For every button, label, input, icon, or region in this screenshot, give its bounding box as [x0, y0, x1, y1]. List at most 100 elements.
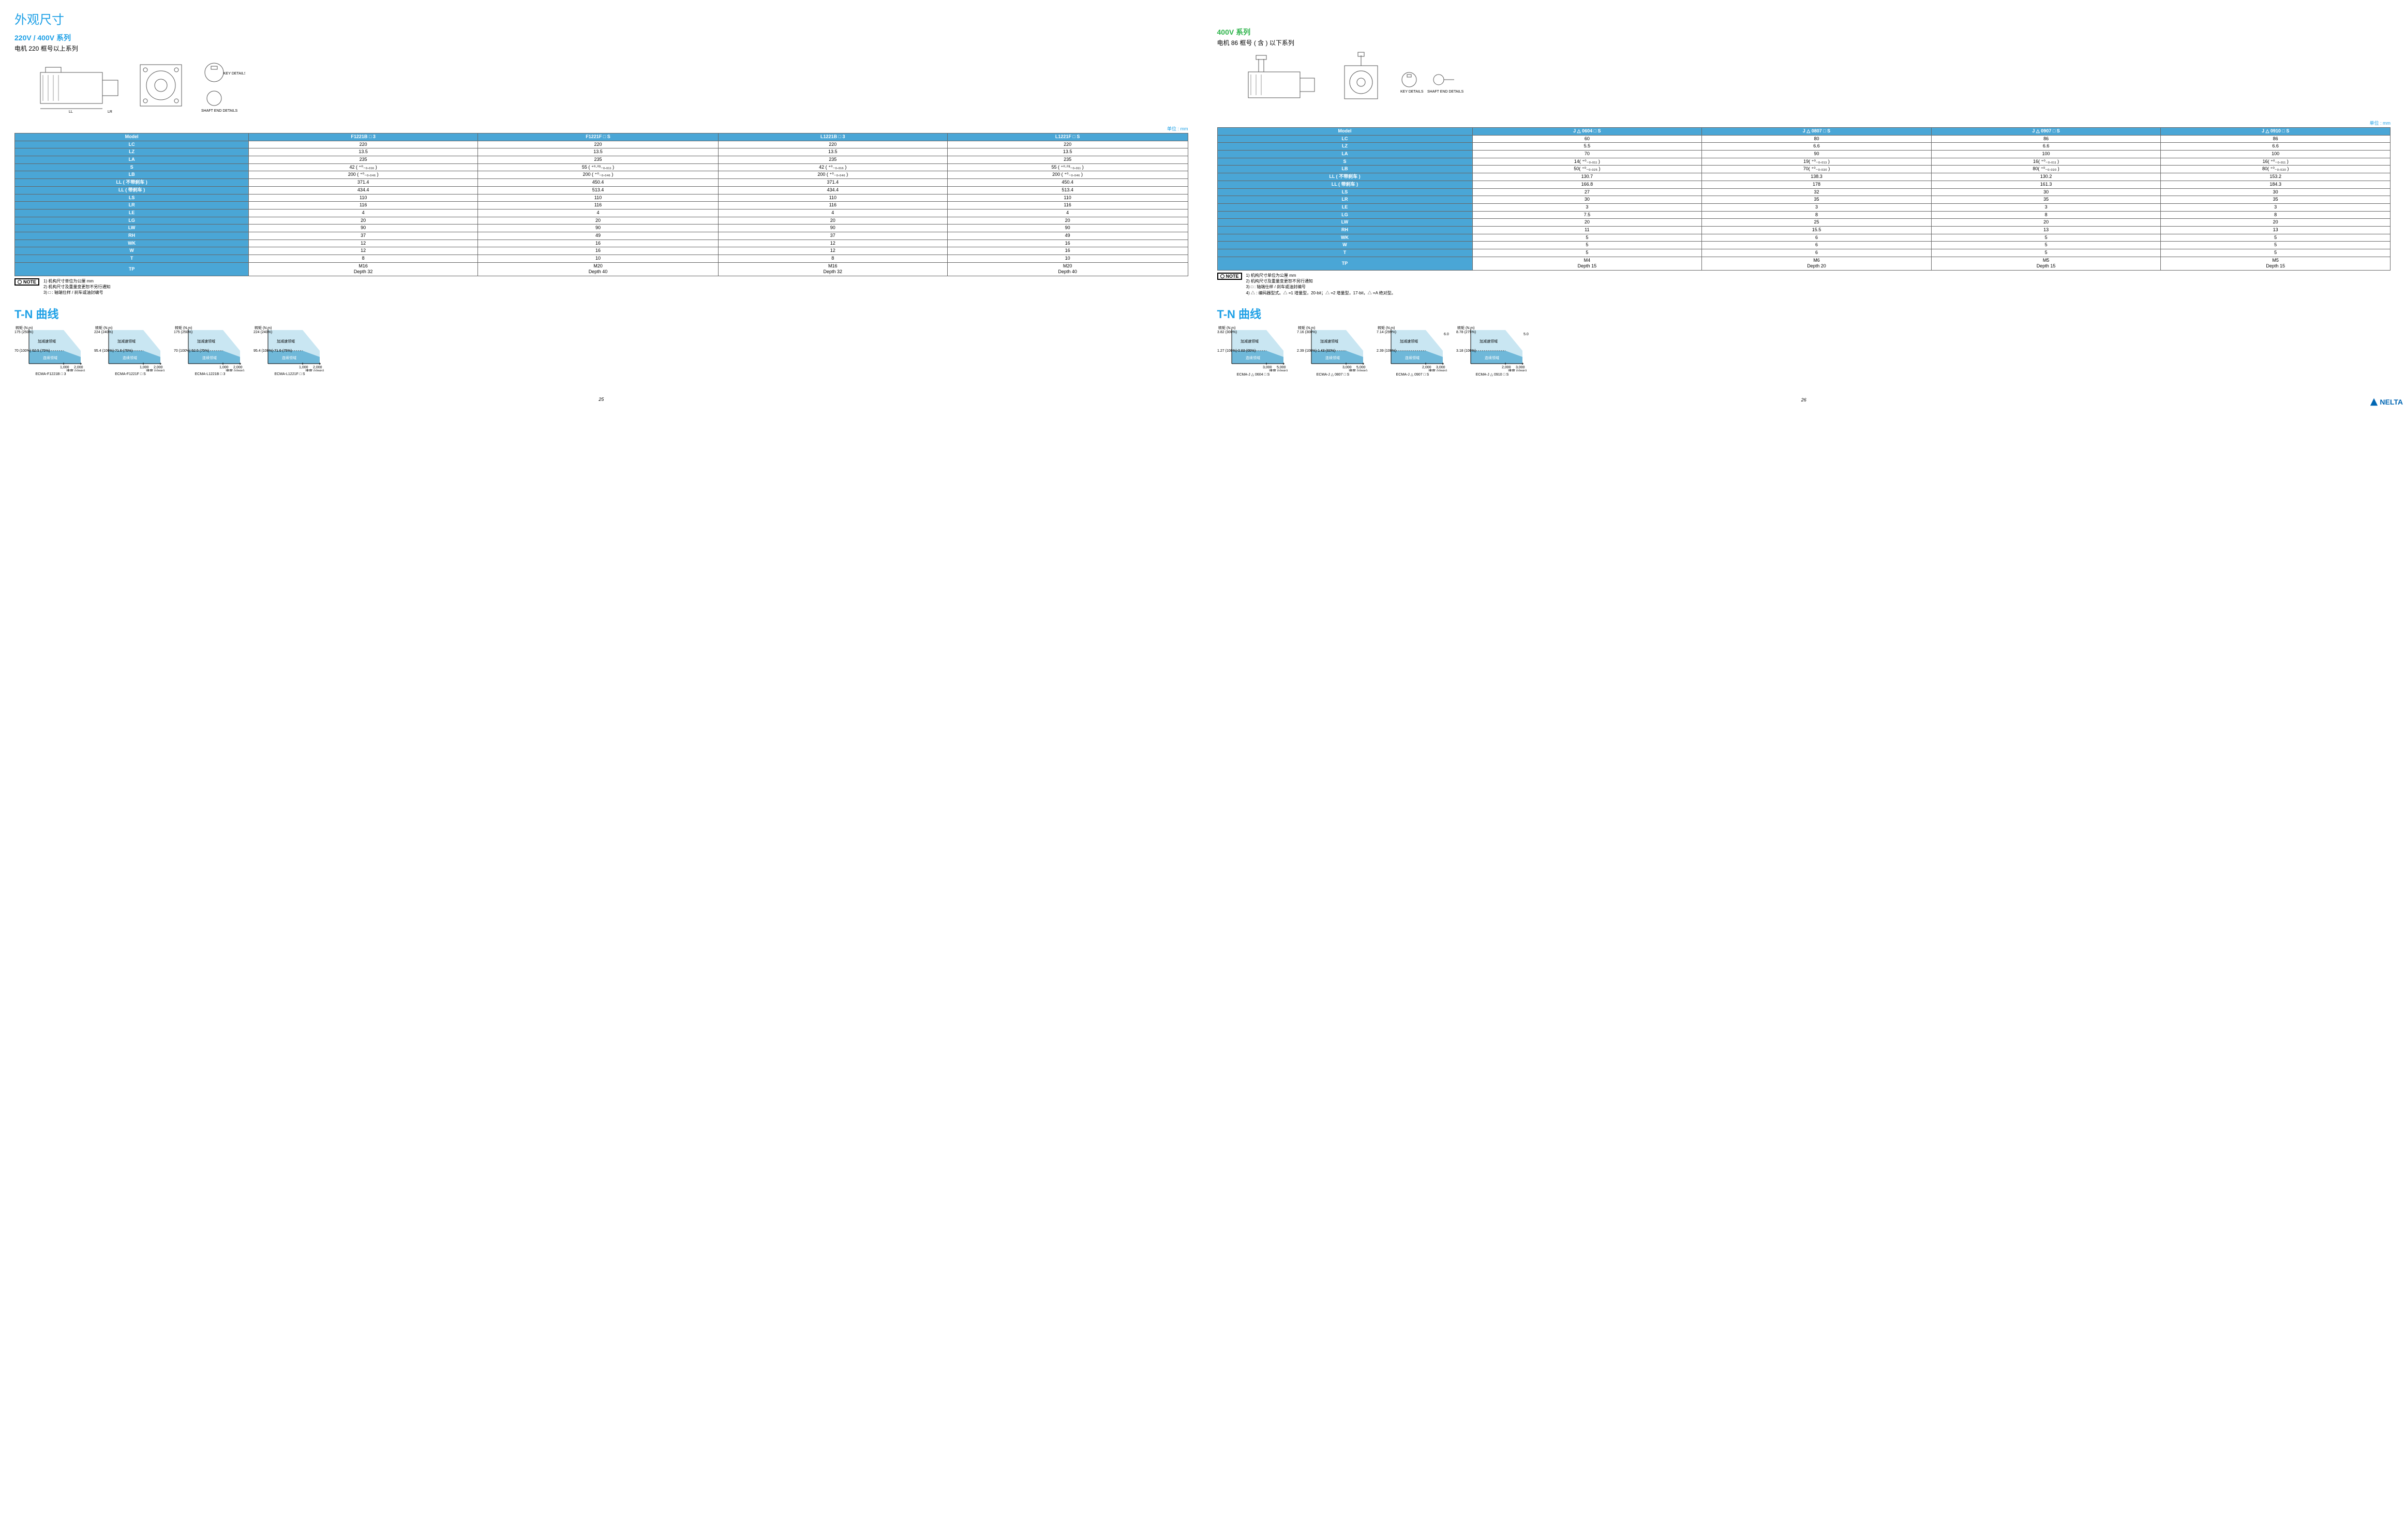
svg-text:加减速领域: 加减速领域 — [197, 339, 215, 343]
svg-text:转矩 (N.m): 转矩 (N.m) — [1378, 325, 1395, 330]
svg-text:2,000: 2,000 — [313, 366, 322, 369]
tn-chart: 转矩 (N.m) 3.82 (300%) 1.27 (100%) 0.83 (6… — [1217, 325, 1290, 371]
table-row: LE3333 — [1217, 203, 2391, 211]
svg-text:2,000: 2,000 — [1422, 366, 1431, 369]
table-header: J △ 0604 □ S — [1472, 128, 1702, 136]
table-row: TPM4 Depth 15M6 Depth 20M5 Depth 15M5 De… — [1217, 257, 2391, 270]
svg-text:加减速领域: 加减速领域 — [1480, 339, 1498, 343]
tn-charts-right: 转矩 (N.m) 3.82 (300%) 1.27 (100%) 0.83 (6… — [1217, 325, 2391, 377]
table-row: WK12161216 — [15, 240, 1188, 247]
tn-chart: 转矩 (N.m) 7.16 (300%) 2.39 (100%) 1.43 (6… — [1297, 325, 1369, 371]
table-row: LR116116116116 — [15, 202, 1188, 210]
table-row: LE4444 — [15, 209, 1188, 217]
svg-text:3.18 (100%): 3.18 (100%) — [1456, 349, 1476, 353]
svg-text:175 (250%): 175 (250%) — [14, 331, 33, 334]
svg-text:连续领域: 连续领域 — [202, 355, 217, 360]
motor-diagrams-left: LL LR KEY DETAILS SHAF — [35, 57, 1188, 114]
unit-label: 单位 : mm — [1217, 119, 2391, 126]
table-row: LS110110110110 — [15, 194, 1188, 202]
shaft-details: KEY DETAILS SHAFT END DETAILS — [199, 57, 245, 114]
subtitle: 电机 86 框号 ( 含 ) 以下系列 — [1217, 38, 2391, 47]
svg-text:6.00 (251%): 6.00 (251%) — [1444, 333, 1449, 336]
chart-caption: ECMA-L1221F □ S — [253, 372, 326, 376]
table-row: W5655 — [1217, 242, 2391, 249]
svg-text:连续领域: 连续领域 — [1325, 355, 1340, 360]
svg-text:5,000: 5,000 — [1277, 366, 1286, 369]
svg-text:转矩 (N.m): 转矩 (N.m) — [16, 325, 33, 330]
chart-container: 转矩 (N.m) 175 (250%) 70 (100%) 52.5 (75%)… — [174, 325, 246, 376]
page-left: 外观尺寸 220V / 400V 系列 电机 220 框号以上系列 LL LR — [0, 0, 1203, 409]
tn-chart: 转矩 (N.m) 175 (250%) 70 (100%) 52.5 (75%)… — [174, 325, 246, 371]
svg-text:LL: LL — [69, 110, 73, 114]
svg-text:5,000: 5,000 — [1356, 366, 1366, 369]
table-row: LR30353535 — [1217, 196, 2391, 204]
table-row: RH1115.51313 — [1217, 226, 2391, 234]
chart-caption: ECMA-F1221B □ 3 — [14, 372, 87, 376]
svg-text:1,000: 1,000 — [140, 366, 149, 369]
svg-text:SHAFT END DETAILS: SHAFT END DETAILS — [1427, 90, 1463, 94]
svg-text:连续领域: 连续领域 — [1485, 355, 1499, 360]
tn-title: T-N 曲线 — [1217, 305, 2391, 322]
svg-text:转矩 (N.m): 转矩 (N.m) — [1218, 325, 1235, 330]
table-row: LG20202020 — [15, 217, 1188, 225]
tn-chart: 转矩 (N.m) 224 (240%) 95.4 (100%) 71.6 (75… — [94, 325, 167, 371]
svg-text:转矩 (N.m): 转矩 (N.m) — [175, 325, 192, 330]
tn-chart: 转矩 (N.m) 8.78 (275%) 5.05 (158%) 3.18 (1… — [1456, 325, 1529, 371]
svg-text:转矩 (N.m): 转矩 (N.m) — [255, 325, 272, 330]
svg-text:1,000: 1,000 — [219, 366, 229, 369]
table-header: L1221B □ 3 — [718, 133, 947, 141]
table-row: LW20252020 — [1217, 219, 2391, 227]
svg-text:转矩 (N.m): 转矩 (N.m) — [1457, 325, 1474, 330]
table-row: LL ( 不带刹车 )371.4450.4371.4450.4 — [15, 179, 1188, 187]
svg-text:KEY DETAILS: KEY DETAILS — [1400, 90, 1424, 94]
note-icon: NOTE — [14, 278, 39, 286]
chart-container: 转矩 (N.m) 7.14 (299%) 6.00 (251%) 2.39 (1… — [1377, 325, 1449, 377]
table-row: TPM16 Depth 32M20 Depth 40M16 Depth 32M2… — [15, 262, 1188, 276]
svg-text:2,000: 2,000 — [1502, 366, 1511, 369]
svg-text:2,000: 2,000 — [154, 366, 163, 369]
svg-text:连续领域: 连续领域 — [282, 355, 296, 360]
chart-caption: ECMA-L1221B □ 3 — [174, 372, 246, 376]
chart-caption: ECMA-J △ 0910 □ S — [1456, 372, 1529, 377]
spec-table-right: ModelJ △ 0604 □ SJ △ 0807 □ SJ △ 0907 □ … — [1217, 127, 2391, 271]
chart-caption: ECMA-J △ 0907 □ S — [1377, 372, 1449, 377]
table-row: LB200 ( ⁺⁰₋₀.₀₄₆ )200 ( ⁺⁰₋₀.₀₄₆ )200 ( … — [15, 171, 1188, 179]
motor-front-view — [132, 57, 189, 114]
table-row: RH37493749 — [15, 232, 1188, 240]
table-row: S14( ⁺⁰₋₀.₀₁₁ )19( ⁺⁰₋₀.₀₁₃ )16( ⁺⁰₋₀.₀₁… — [1217, 158, 2391, 166]
svg-text:LR: LR — [108, 110, 112, 114]
table-row: LA7090100100 — [1217, 151, 2391, 158]
table-row: LZ5.56.66.66.6 — [1217, 143, 2391, 151]
chart-container: 转矩 (N.m) 7.16 (300%) 2.39 (100%) 1.43 (6… — [1297, 325, 1369, 377]
svg-text:2.39 (100%): 2.39 (100%) — [1377, 349, 1396, 353]
tn-charts-left: 转矩 (N.m) 175 (250%) 70 (100%) 52.5 (75%)… — [14, 325, 1188, 376]
svg-text:连续领域: 连续领域 — [123, 355, 137, 360]
motor-side-view: LL LR — [35, 57, 123, 114]
table-row: LA235235235235 — [15, 156, 1188, 164]
tn-chart: 转矩 (N.m) 175 (250%) 70 (100%) 52.5 (75%)… — [14, 325, 87, 371]
motor-side-view — [1238, 51, 1326, 108]
delta-logo: NELTA — [2369, 397, 2403, 407]
svg-text:加减速领域: 加减速领域 — [1400, 339, 1418, 343]
chart-container: 转矩 (N.m) 3.82 (300%) 1.27 (100%) 0.83 (6… — [1217, 325, 1290, 377]
svg-text:3,000: 3,000 — [1342, 366, 1352, 369]
section-title: 外观尺寸 — [14, 9, 1188, 27]
motor-diagrams-right: KEY DETAILS SHAFT END DETAILS — [1238, 51, 2391, 108]
svg-text:2,000: 2,000 — [74, 366, 83, 369]
note-line: 2) 机构尺寸及重量变更恕不另行通知 — [43, 284, 110, 290]
tn-chart: 转矩 (N.m) 7.14 (299%) 6.00 (251%) 2.39 (1… — [1377, 325, 1449, 371]
table-header: F1221F □ S — [478, 133, 719, 141]
series-heading: 400V 系列 — [1217, 27, 2391, 37]
chart-caption: ECMA-F1221F □ S — [94, 372, 167, 376]
note-line: 3) □ : 轴端仕样 / 刹车或油封编号 — [1246, 284, 1396, 290]
svg-text:5.05 (158%): 5.05 (158%) — [1523, 333, 1529, 336]
table-row: LC60808686 — [1217, 135, 2391, 143]
table-row: LG7.5888 — [1217, 211, 2391, 219]
table-row: T5655 — [1217, 249, 2391, 257]
note-line: 2) 机构尺寸及重量变更恕不另行通知 — [1246, 278, 1396, 284]
svg-text:连续领域: 连续领域 — [43, 355, 57, 360]
svg-text:3,000: 3,000 — [1263, 366, 1272, 369]
motor-front-view — [1335, 51, 1387, 108]
chart-caption: ECMA-J △ 0807 □ S — [1297, 372, 1369, 377]
chart-container: 转矩 (N.m) 8.78 (275%) 5.05 (158%) 3.18 (1… — [1456, 325, 1529, 377]
